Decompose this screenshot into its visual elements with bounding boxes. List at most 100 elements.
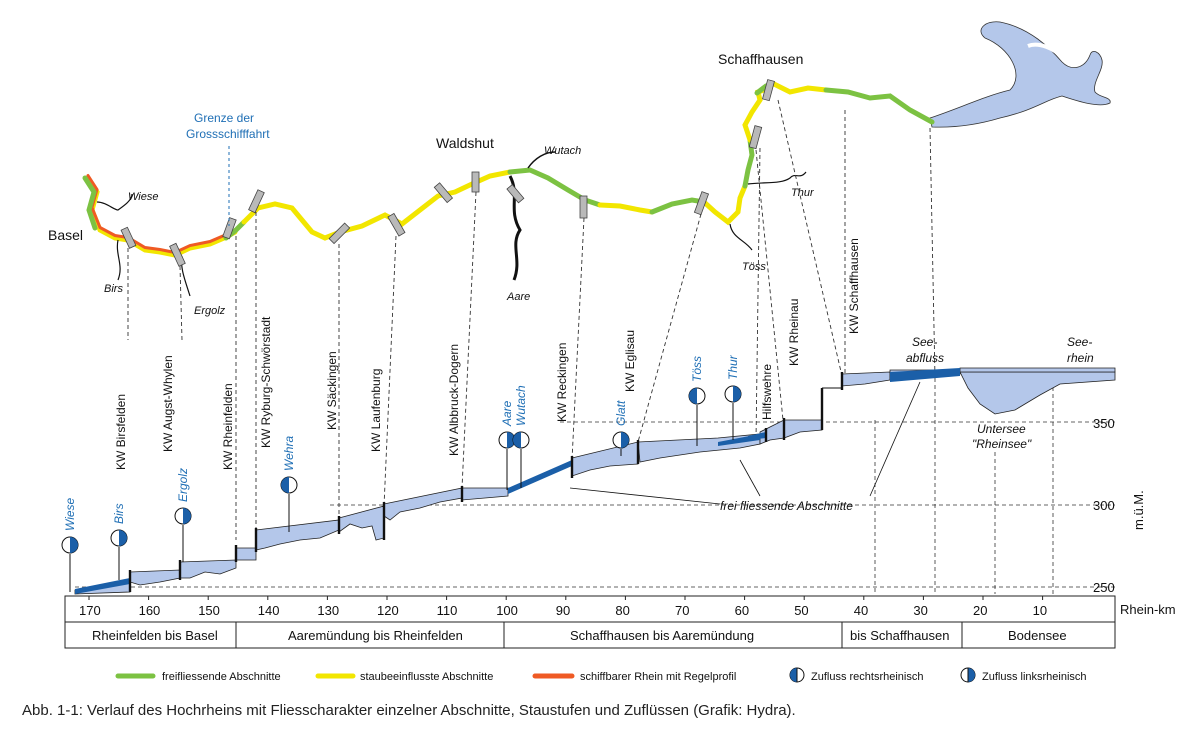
reach-laufenburg (383, 487, 463, 521)
tributary-label-töss: Töss (690, 356, 704, 382)
river-green-eglisau (649, 197, 707, 215)
tributary-label-glatt: Glatt (614, 400, 628, 426)
wutach-river (527, 151, 556, 169)
legend: freifliessende Abschnitte staubeeinfluss… (115, 667, 1087, 683)
dam-albbruck (433, 182, 454, 204)
figure-caption: Abb. 1-1: Verlauf des Hochrheins mit Fli… (22, 702, 796, 719)
map-label-toess: Töss (742, 261, 766, 273)
reach-bodensee-top (959, 367, 1116, 373)
y-tick-300: 300 (1093, 498, 1115, 513)
x-tick-160: 160 (139, 603, 161, 618)
tributary-label-aare: Aare (500, 400, 514, 427)
x-tick-130: 130 (317, 603, 339, 618)
tributary-label-ergolz: Ergolz (176, 468, 190, 502)
label-seerhein-1: See- (1067, 335, 1092, 349)
tributary-label-wehra: Wehra (282, 436, 296, 471)
profile-plot: KW Birsfelden KW Augst-Whylen KW Rheinfe… (61, 238, 1176, 649)
kw-saeckingen: KW Säckingen (325, 351, 339, 430)
map-label-ergolz: Ergolz (194, 305, 226, 317)
boundary-line2: Grossschifffahrt (186, 127, 270, 141)
reach-reckingen (571, 441, 639, 477)
x-tick-100: 100 (496, 603, 518, 618)
drop-lines (874, 378, 1054, 594)
x-tick-70: 70 (675, 603, 689, 618)
tributary-marker-glatt: Glatt (612, 400, 630, 456)
leader-eglisau (637, 213, 702, 443)
bodensee-lake (929, 21, 1111, 128)
y-tick-250: 250 (1093, 580, 1115, 595)
bodensee-inner (1027, 42, 1080, 64)
tributary-marker-ergolz: Ergolz (174, 468, 192, 562)
reach-rheinau (759, 419, 785, 445)
reach-ryburg (255, 519, 340, 551)
x-axis: 170 160 150 140 130 120 110 100 90 80 70 60 50 40 30 20… (64, 595, 1176, 649)
label-seeabfluss-1: See- (912, 335, 937, 349)
reach-albbruck (461, 487, 509, 501)
kw-rheinau: KW Rheinau (787, 299, 801, 366)
map-label-aare: Aare (506, 291, 530, 303)
leader-albbruck (461, 191, 477, 489)
tributary-markers: Wiese Birs Ergolz Wehra Aare Wutach Glatt Töss T… (61, 354, 742, 592)
leader-augst (179, 265, 183, 341)
free-seeabfluss (890, 368, 960, 382)
legend-free-label: freifliessende Abschnitte (162, 671, 281, 683)
x-tick-170: 170 (79, 603, 101, 618)
dam-albbruck2 (471, 171, 480, 193)
boundary-line1: Grenze der (194, 111, 254, 125)
ptr-1 (569, 487, 721, 505)
free-flowing-sections (75, 368, 960, 594)
x-tick-20: 20 (973, 603, 987, 618)
dam-schaffhausen (762, 79, 775, 102)
reach-saeckingen (338, 505, 385, 541)
kw-birsfelden: KW Birsfelden (114, 394, 128, 470)
river-map: Basel Waldshut Schaffhausen Grenze der G… (48, 21, 1111, 317)
map-label-thur: Thur (791, 187, 815, 199)
river-yellow-middle (241, 169, 513, 241)
tributary-marker-birs: Birs (110, 503, 128, 580)
map-label-wiese: Wiese (128, 191, 158, 203)
river-green-stein (823, 87, 935, 125)
dam-rheinfelden (222, 217, 237, 240)
label-untersee-1: Untersee (977, 422, 1026, 436)
x-tick-10: 10 (1033, 603, 1047, 618)
tributary-label-wiese: Wiese (63, 497, 77, 531)
label-hilfswehre: Hilfswehre (760, 364, 774, 420)
leader-laufenburg (383, 235, 397, 507)
map-dams (120, 79, 775, 267)
dam-aare (506, 183, 525, 204)
kw-schaffhausen: KW Schaffhausen (847, 238, 861, 334)
y-tick-350: 350 (1093, 416, 1115, 431)
legend-navigable-label: schiffbarer Rhein mit Regelprofil (580, 671, 736, 683)
dam-laufenburg (387, 212, 406, 237)
legend-left-label: Zufluss linksrheinisch (982, 671, 1087, 683)
kw-reckingen: KW Reckingen (555, 343, 569, 422)
tributary-label-wutach: Wutach (514, 385, 528, 426)
birs-river (116, 239, 121, 281)
free-thur (748, 432, 766, 440)
leader-reckingen (571, 217, 585, 461)
kw-albbruck: KW Albbruck-Dogern (447, 344, 461, 456)
label-seeabfluss-2: abfluss (906, 351, 944, 365)
y-axis: 350 300 250 m.ü.M. (1093, 416, 1146, 595)
tributary-marker-wutach: Wutach (512, 385, 530, 488)
x-ticks: 170 160 150 140 130 120 110 100 90 80 70 60 50 40 30 20… (79, 596, 1047, 618)
river-navigable-overlay (86, 174, 234, 255)
leader-schaffhausen (777, 99, 843, 377)
leader-lines (127, 99, 936, 540)
free-basel (75, 578, 130, 594)
river-green-waldshut (507, 167, 603, 208)
dam-reckingen (579, 195, 588, 219)
kw-rheinfelden: KW Rheinfelden (221, 383, 235, 470)
reach-birsfelden (129, 569, 181, 586)
frei-pointers (569, 381, 921, 505)
x-axis-label: Rhein-km (1120, 602, 1176, 617)
river-basel-rheinfelden (85, 175, 238, 258)
dam-ryburg (248, 189, 265, 214)
legend-backwater-label: staubeeinflusste Abschnitte (360, 671, 493, 683)
ptr-3 (869, 381, 921, 497)
dam-eglisau (693, 191, 710, 216)
dam-birsfelden (120, 226, 137, 249)
tributary-marker-thur: Thur (724, 354, 742, 440)
kw-augst: KW Augst-Whylen (161, 355, 175, 452)
kw-laufenburg: KW Laufenburg (369, 369, 383, 452)
